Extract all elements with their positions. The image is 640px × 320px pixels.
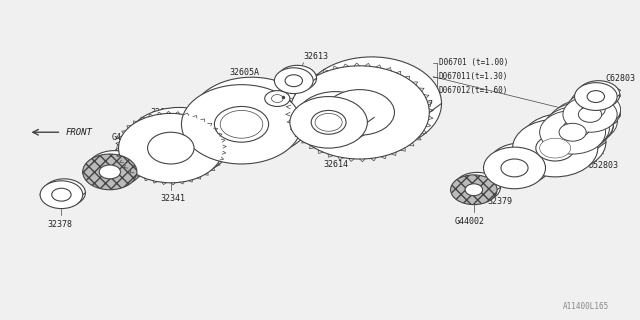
- Ellipse shape: [587, 91, 605, 102]
- Ellipse shape: [220, 110, 263, 138]
- Ellipse shape: [451, 175, 497, 204]
- Ellipse shape: [570, 89, 624, 125]
- Ellipse shape: [579, 107, 602, 122]
- Ellipse shape: [278, 65, 317, 91]
- Text: G44002: G44002: [455, 218, 485, 227]
- Ellipse shape: [148, 132, 194, 164]
- Text: F072012(t=2.25): F072012(t=2.25): [530, 152, 600, 161]
- Ellipse shape: [540, 110, 605, 154]
- Ellipse shape: [484, 147, 545, 189]
- Ellipse shape: [543, 107, 609, 150]
- Ellipse shape: [52, 188, 71, 201]
- Text: D067012(t=1.60): D067012(t=1.60): [439, 86, 508, 95]
- Ellipse shape: [566, 92, 621, 127]
- Text: A11400L165: A11400L165: [563, 302, 609, 311]
- Text: 32613: 32613: [303, 52, 328, 61]
- Ellipse shape: [83, 154, 137, 190]
- Ellipse shape: [563, 97, 617, 132]
- Text: 32378: 32378: [47, 220, 72, 229]
- Ellipse shape: [43, 179, 85, 207]
- Text: F07201 (t=1.65): F07201 (t=1.65): [530, 124, 600, 133]
- Text: 32379: 32379: [488, 197, 513, 206]
- Ellipse shape: [513, 119, 598, 177]
- Ellipse shape: [567, 116, 594, 133]
- Ellipse shape: [265, 91, 290, 107]
- Ellipse shape: [275, 68, 313, 93]
- Ellipse shape: [552, 100, 618, 143]
- Ellipse shape: [540, 138, 571, 158]
- Text: G32901: G32901: [532, 143, 562, 152]
- Ellipse shape: [548, 103, 614, 147]
- Ellipse shape: [127, 108, 231, 177]
- Ellipse shape: [570, 87, 624, 123]
- Ellipse shape: [214, 107, 269, 142]
- Ellipse shape: [191, 77, 312, 156]
- Ellipse shape: [489, 143, 551, 185]
- Ellipse shape: [315, 113, 342, 131]
- Text: 32337: 32337: [408, 100, 433, 109]
- Ellipse shape: [297, 92, 374, 143]
- Ellipse shape: [573, 84, 627, 120]
- Text: 32614: 32614: [150, 108, 175, 117]
- Ellipse shape: [118, 113, 223, 183]
- Ellipse shape: [454, 172, 500, 202]
- Ellipse shape: [536, 135, 575, 161]
- Ellipse shape: [559, 123, 586, 141]
- Text: 32614: 32614: [324, 160, 349, 169]
- Ellipse shape: [501, 159, 528, 177]
- Ellipse shape: [465, 184, 483, 196]
- Ellipse shape: [577, 81, 620, 108]
- Ellipse shape: [285, 75, 303, 87]
- Text: D06701 (t=1.00): D06701 (t=1.00): [439, 58, 508, 67]
- Ellipse shape: [566, 94, 621, 130]
- Text: 32341: 32341: [160, 194, 185, 203]
- Ellipse shape: [182, 85, 301, 164]
- Text: 32605A: 32605A: [230, 68, 260, 77]
- Ellipse shape: [99, 165, 120, 179]
- Ellipse shape: [311, 110, 346, 134]
- Ellipse shape: [521, 113, 606, 171]
- Text: C62803: C62803: [605, 74, 636, 83]
- Ellipse shape: [544, 108, 609, 151]
- Ellipse shape: [547, 102, 613, 146]
- Text: F072011(t=1.95): F072011(t=1.95): [530, 138, 600, 147]
- Ellipse shape: [586, 97, 609, 113]
- Text: G44002: G44002: [112, 133, 141, 142]
- Ellipse shape: [271, 95, 283, 102]
- Ellipse shape: [302, 57, 442, 150]
- Text: D067011(t=1.30): D067011(t=1.30): [439, 72, 508, 81]
- Ellipse shape: [40, 181, 83, 209]
- Ellipse shape: [88, 151, 141, 186]
- Text: D52803: D52803: [588, 162, 618, 171]
- Ellipse shape: [582, 102, 605, 117]
- Ellipse shape: [290, 66, 429, 159]
- Ellipse shape: [290, 97, 367, 148]
- Ellipse shape: [575, 83, 617, 110]
- Ellipse shape: [563, 119, 590, 137]
- Text: FRONT: FRONT: [65, 128, 92, 137]
- Ellipse shape: [324, 90, 394, 135]
